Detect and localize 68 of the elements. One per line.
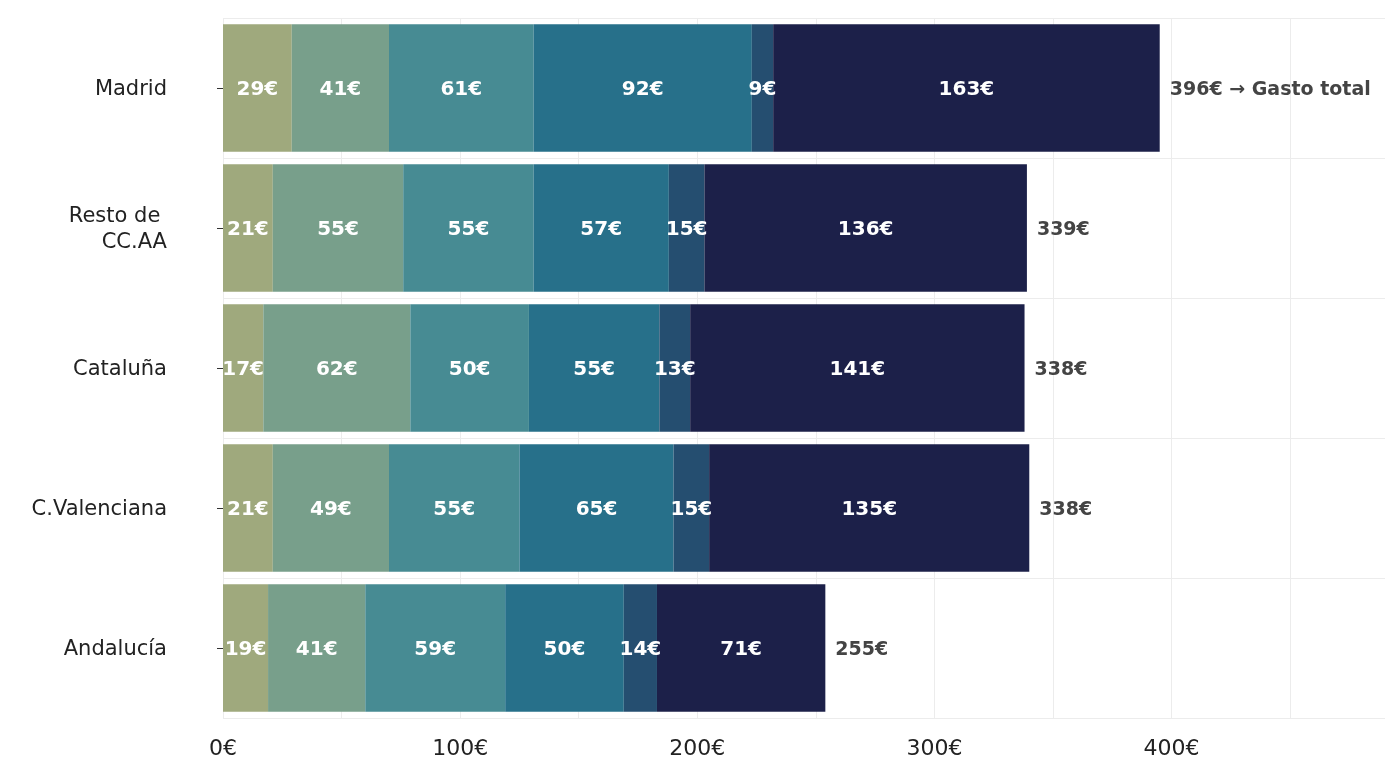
bar	[673, 444, 710, 572]
data-label: 92€	[621, 76, 664, 100]
x-tick-label: 300€	[906, 734, 963, 760]
data-label: 59€	[414, 636, 457, 660]
total-label: 396€ → Gasto total	[1169, 77, 1371, 99]
y-tick-label: Andalucía	[63, 636, 167, 660]
x-tick-label: 0€	[209, 734, 237, 760]
bar	[223, 444, 273, 572]
bar	[519, 444, 674, 572]
bar	[668, 164, 705, 292]
total-label: 338€	[1034, 357, 1088, 379]
bar	[223, 164, 273, 292]
bar	[291, 24, 389, 152]
bar	[704, 164, 1027, 292]
data-label: 9€	[748, 76, 777, 100]
data-label: 135€	[841, 496, 898, 520]
data-label: 19€	[224, 636, 267, 660]
data-label: 41€	[319, 76, 362, 100]
y-tick-label: Cataluña	[73, 356, 167, 380]
data-label: 29€	[236, 76, 279, 100]
bar	[365, 584, 506, 712]
data-label: 55€	[447, 216, 490, 240]
data-label: 15€	[670, 496, 713, 520]
data-label: 15€	[665, 216, 708, 240]
bar	[410, 304, 529, 432]
data-label: 163€	[938, 76, 995, 100]
data-label: 55€	[317, 216, 359, 240]
x-tick-label: 200€	[669, 734, 726, 760]
bar	[751, 24, 774, 152]
data-label: 141€	[829, 356, 886, 380]
data-label: 13€	[653, 356, 696, 380]
y-tick-label: Resto de CC.AA	[68, 203, 168, 253]
x-tick-label: 400€	[1143, 734, 1200, 760]
bar	[773, 24, 1160, 152]
data-label: 71€	[720, 636, 763, 660]
y-tick-label: Madrid	[94, 76, 167, 100]
data-label: 41€	[295, 636, 338, 660]
data-label: 136€	[837, 216, 894, 240]
data-label: 21€	[227, 496, 269, 520]
bar	[272, 444, 389, 572]
bar	[268, 584, 366, 712]
data-label: 14€	[619, 636, 662, 660]
bar	[223, 24, 292, 152]
data-label: 55€	[573, 356, 615, 380]
data-label: 50€	[448, 356, 491, 380]
data-label: 65€	[575, 496, 618, 520]
data-label: 49€	[310, 496, 352, 520]
data-label: 21€	[227, 216, 269, 240]
bar	[223, 304, 264, 432]
x-tick-label: 100€	[432, 734, 489, 760]
bar	[709, 444, 1030, 572]
bar	[223, 584, 269, 712]
bar	[389, 24, 534, 152]
total-label: 339€	[1036, 217, 1090, 239]
data-label: 61€	[440, 76, 483, 100]
data-label: 62€	[315, 356, 358, 380]
bar	[389, 444, 520, 572]
total-label: 338€	[1039, 497, 1093, 519]
data-label: 50€	[543, 636, 586, 660]
data-label: 57€	[580, 216, 623, 240]
data-label: 17€	[222, 356, 265, 380]
bar	[403, 164, 534, 292]
bar	[272, 164, 404, 292]
total-label: 255€	[835, 637, 889, 659]
bar	[263, 304, 411, 432]
data-label: 55€	[433, 496, 476, 520]
y-tick-label: C.Valenciana	[31, 496, 167, 520]
bar	[533, 164, 669, 292]
